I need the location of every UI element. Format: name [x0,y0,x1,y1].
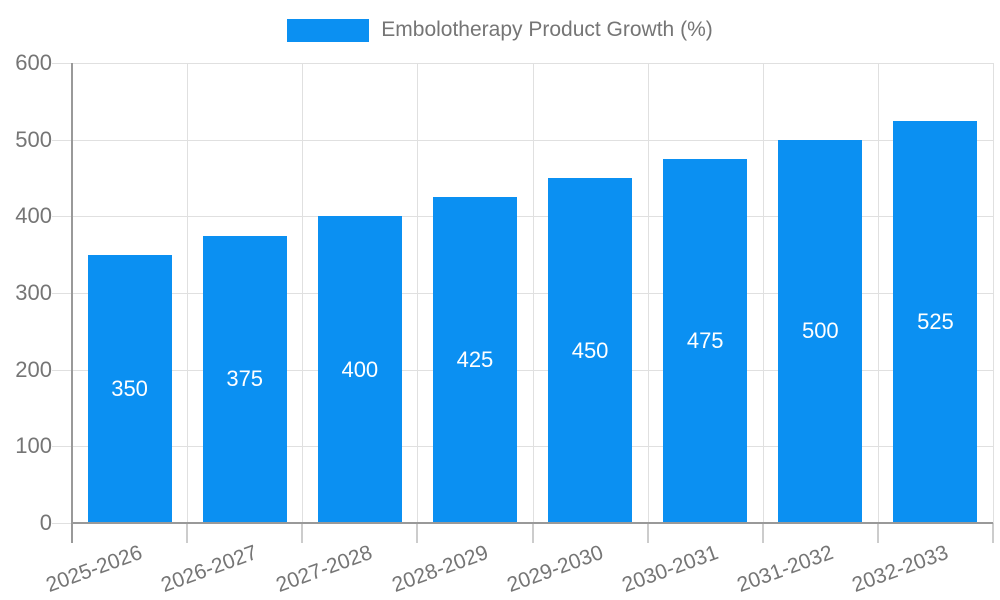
y-tick-label: 300 [15,280,52,305]
x-tick-label: 2026-2027 [158,541,261,597]
y-axis-tick [52,369,72,371]
x-gridline [877,63,879,523]
legend-swatch-icon [287,18,370,42]
y-axis-tick [52,63,72,64]
y-axis-tick [52,216,72,218]
legend-item[interactable]: Embolotherapy Product Growth (%) [287,18,713,42]
bar [317,216,402,523]
y-axis-line [71,63,73,543]
y-tick-label: 600 [15,50,52,75]
x-tick-label: 2032-2033 [849,541,952,597]
y-tick-label: 0 [39,510,52,535]
x-axis-tick [646,523,649,543]
y-tick-label: 100 [15,433,52,459]
bar [87,254,172,523]
bar [893,120,978,523]
y-tick-label: 400 [15,203,52,229]
bar [202,235,287,523]
x-axis-tick [416,523,419,543]
x-axis-tick [876,523,879,543]
bar-value-label: 475 [686,327,724,353]
x-gridline [187,63,189,523]
y-axis-tick [52,446,72,448]
x-axis-tick [761,523,764,543]
y-tick-label: 200 [15,356,52,382]
legend: Embolotherapy Product Growth (%) [0,18,1000,42]
y-axis-tick [52,523,72,524]
x-axis-tick [186,523,189,543]
x-axis-tick [301,523,304,543]
y-axis-tick [52,139,72,141]
x-axis-tick [992,523,994,543]
bar-value-label: 350 [111,375,148,401]
y-tick-label: 500 [15,126,52,152]
y-axis-tick [52,293,72,294]
bar [548,178,633,523]
x-gridline [302,63,304,523]
bar-value-label: 450 [571,337,609,363]
x-tick-label: 2030-2031 [618,541,722,597]
x-gridline [762,63,764,523]
bar-value-label: 500 [801,318,839,344]
x-gridline [647,63,649,523]
x-tick-label: 2029-2030 [503,541,606,597]
bar-value-label: 400 [341,356,379,382]
x-tick-label: 2028-2029 [388,541,491,597]
bar-value-label: 525 [917,308,954,334]
x-tick-label: 2025-2026 [43,541,146,597]
x-axis-line [71,522,993,524]
x-tick-label: 2027-2028 [273,541,376,597]
bar-value-label: 425 [456,347,494,373]
legend-label: Embolotherapy Product Growth (%) [381,18,713,41]
bar-value-label: 375 [226,366,264,392]
x-tick-label: 2031-2032 [733,541,837,597]
bar [432,197,517,523]
bar [663,158,748,523]
x-gridline [993,63,994,523]
x-gridline [532,63,534,523]
x-axis-tick [531,523,534,543]
x-gridline [417,63,419,523]
bar [778,139,863,523]
